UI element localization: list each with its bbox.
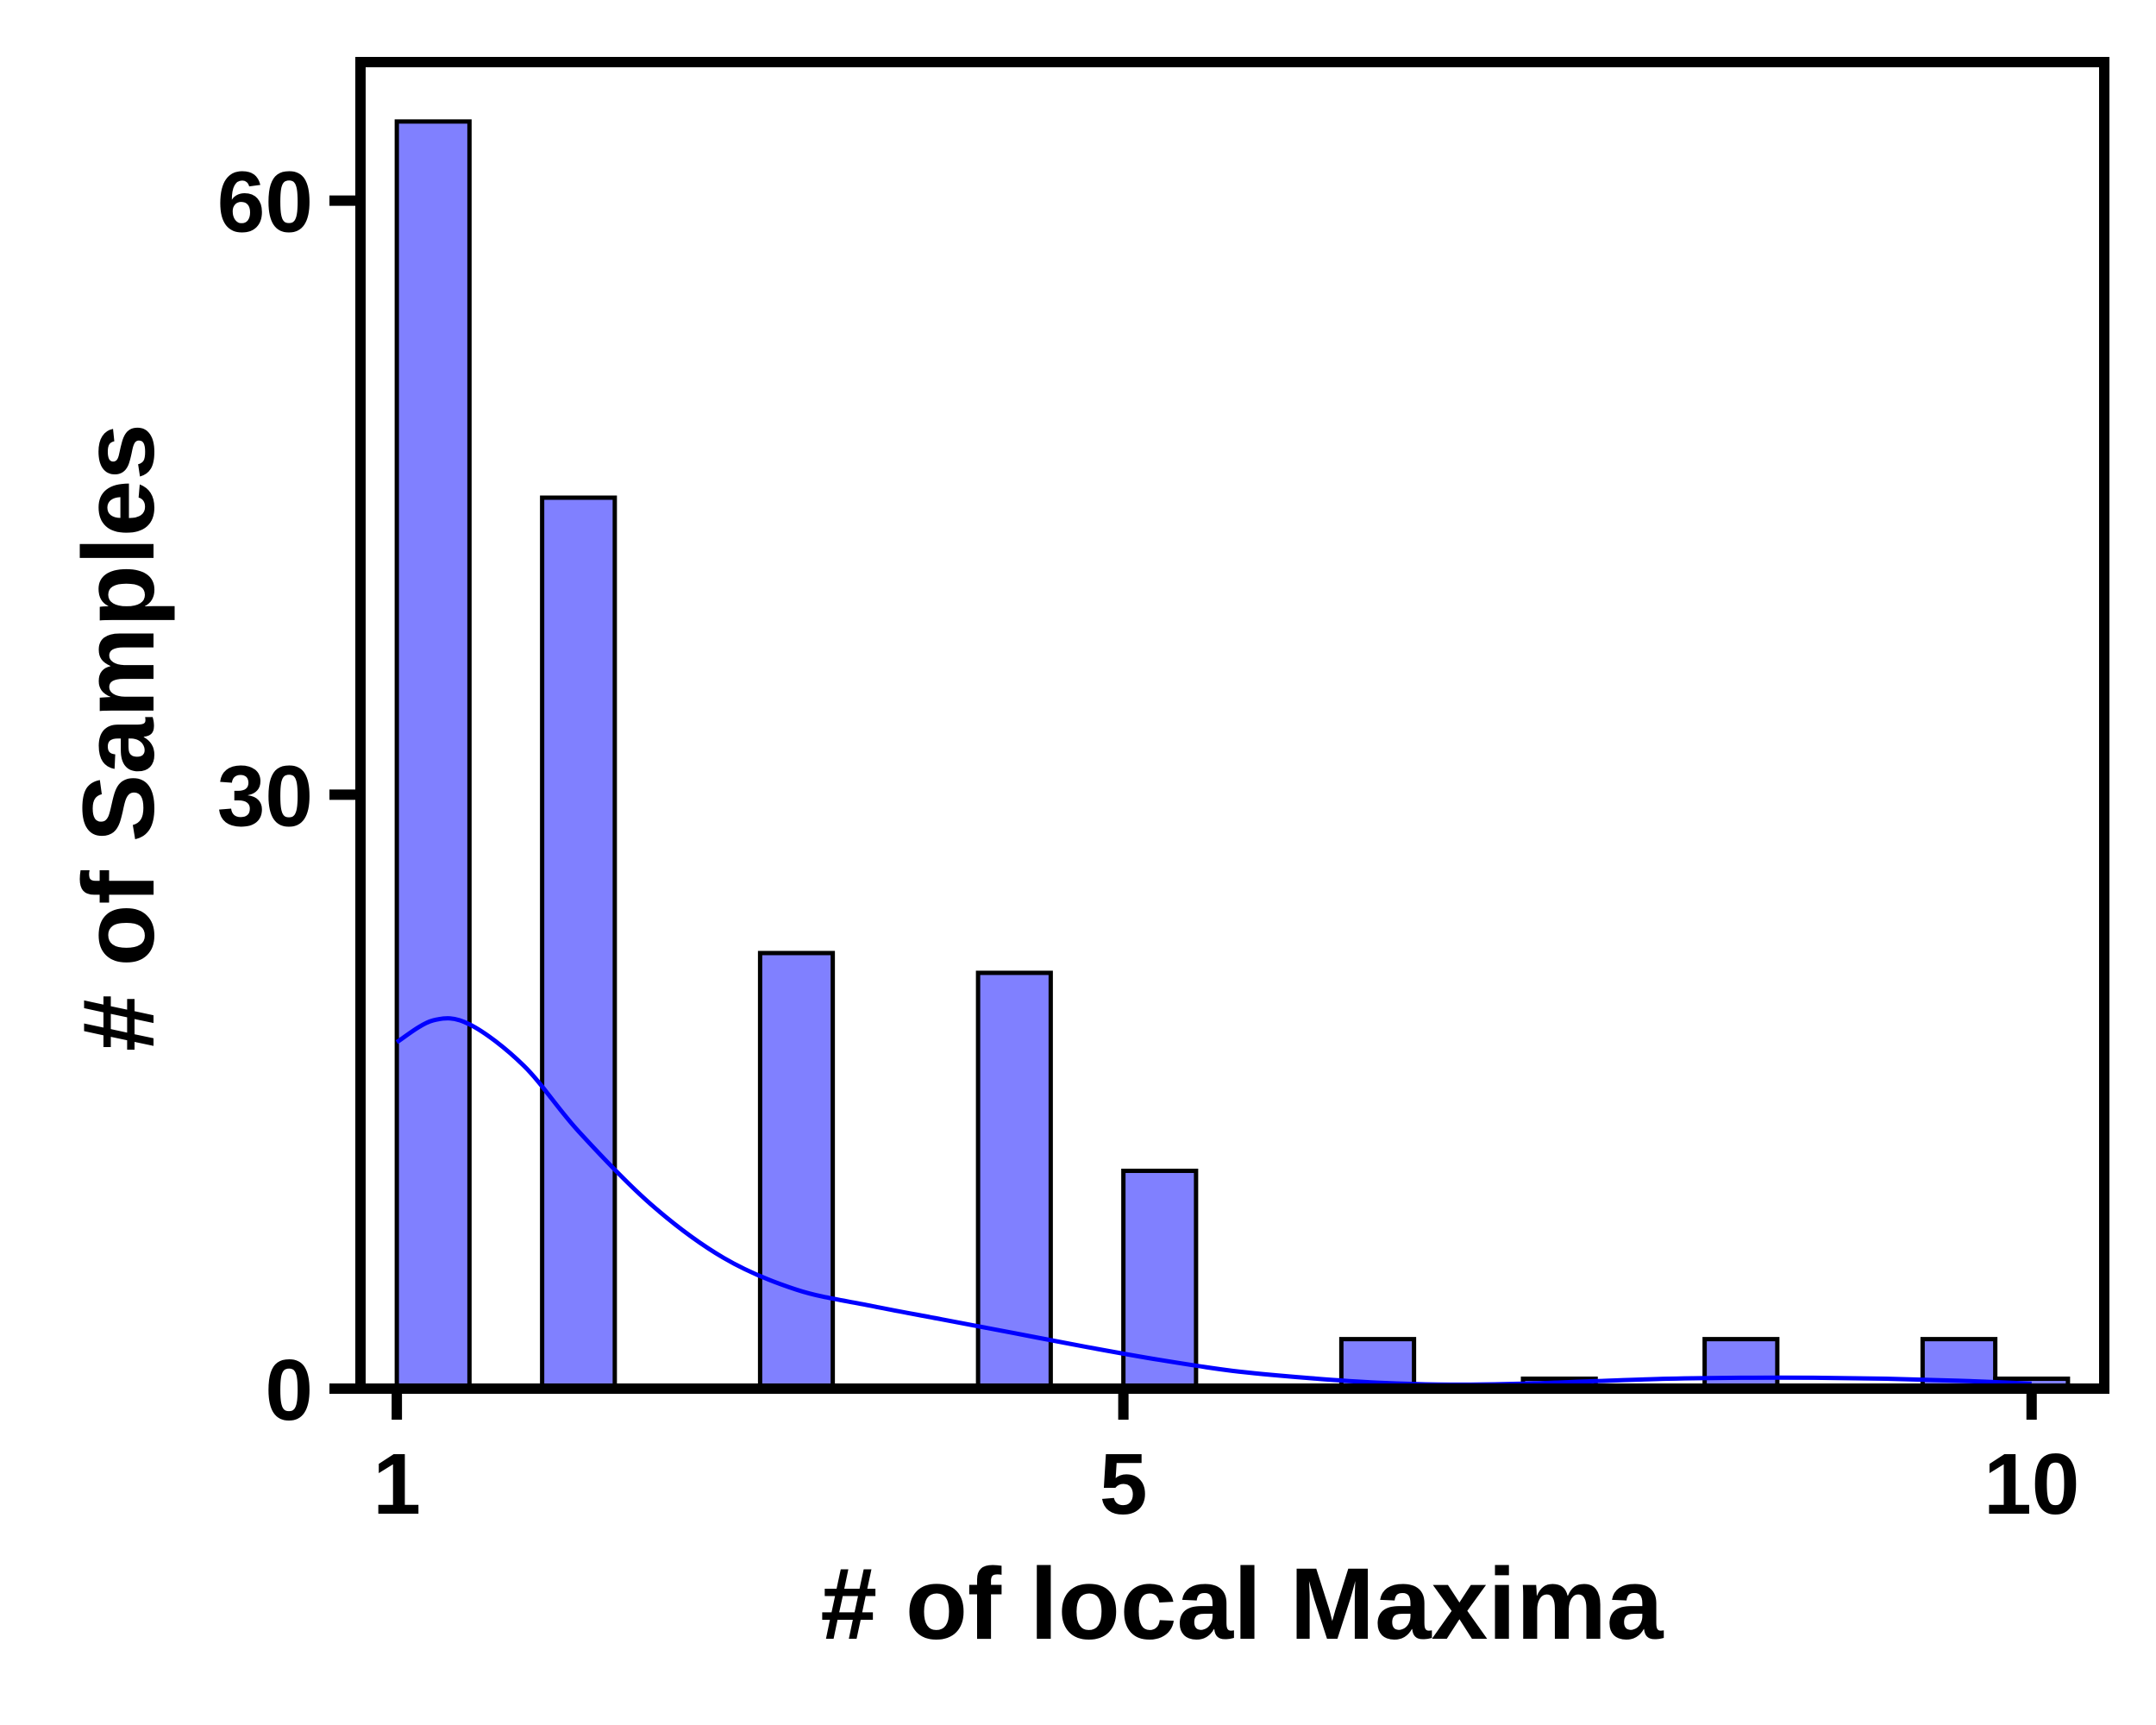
histogram-bar-2 <box>540 495 617 1391</box>
histogram-bar-6 <box>1338 1337 1417 1391</box>
ticks-layer: 1 5 10 0 30 60 <box>217 154 2080 1533</box>
histogram-bar-3 <box>757 950 836 1391</box>
x-tick-label-5: 5 <box>1100 1436 1148 1533</box>
y-tick-label-0: 0 <box>265 1342 313 1439</box>
y-tick-label-30: 30 <box>217 748 313 844</box>
y-axis-label: # of Samples <box>62 423 176 1051</box>
histogram-bar-8 <box>1702 1337 1780 1391</box>
plot-frame <box>355 57 2109 1394</box>
x-axis-label: # of local Maxima <box>820 1547 1664 1661</box>
histogram-bar-4 <box>975 970 1053 1391</box>
bars-layer <box>394 119 2071 1391</box>
x-tick-label-10: 10 <box>1984 1436 2079 1533</box>
y-tick-label-60: 60 <box>217 154 313 251</box>
histogram-bar-1 <box>394 119 472 1391</box>
x-tick-label-1: 1 <box>373 1436 421 1533</box>
kde-density-line <box>395 1016 2032 1387</box>
